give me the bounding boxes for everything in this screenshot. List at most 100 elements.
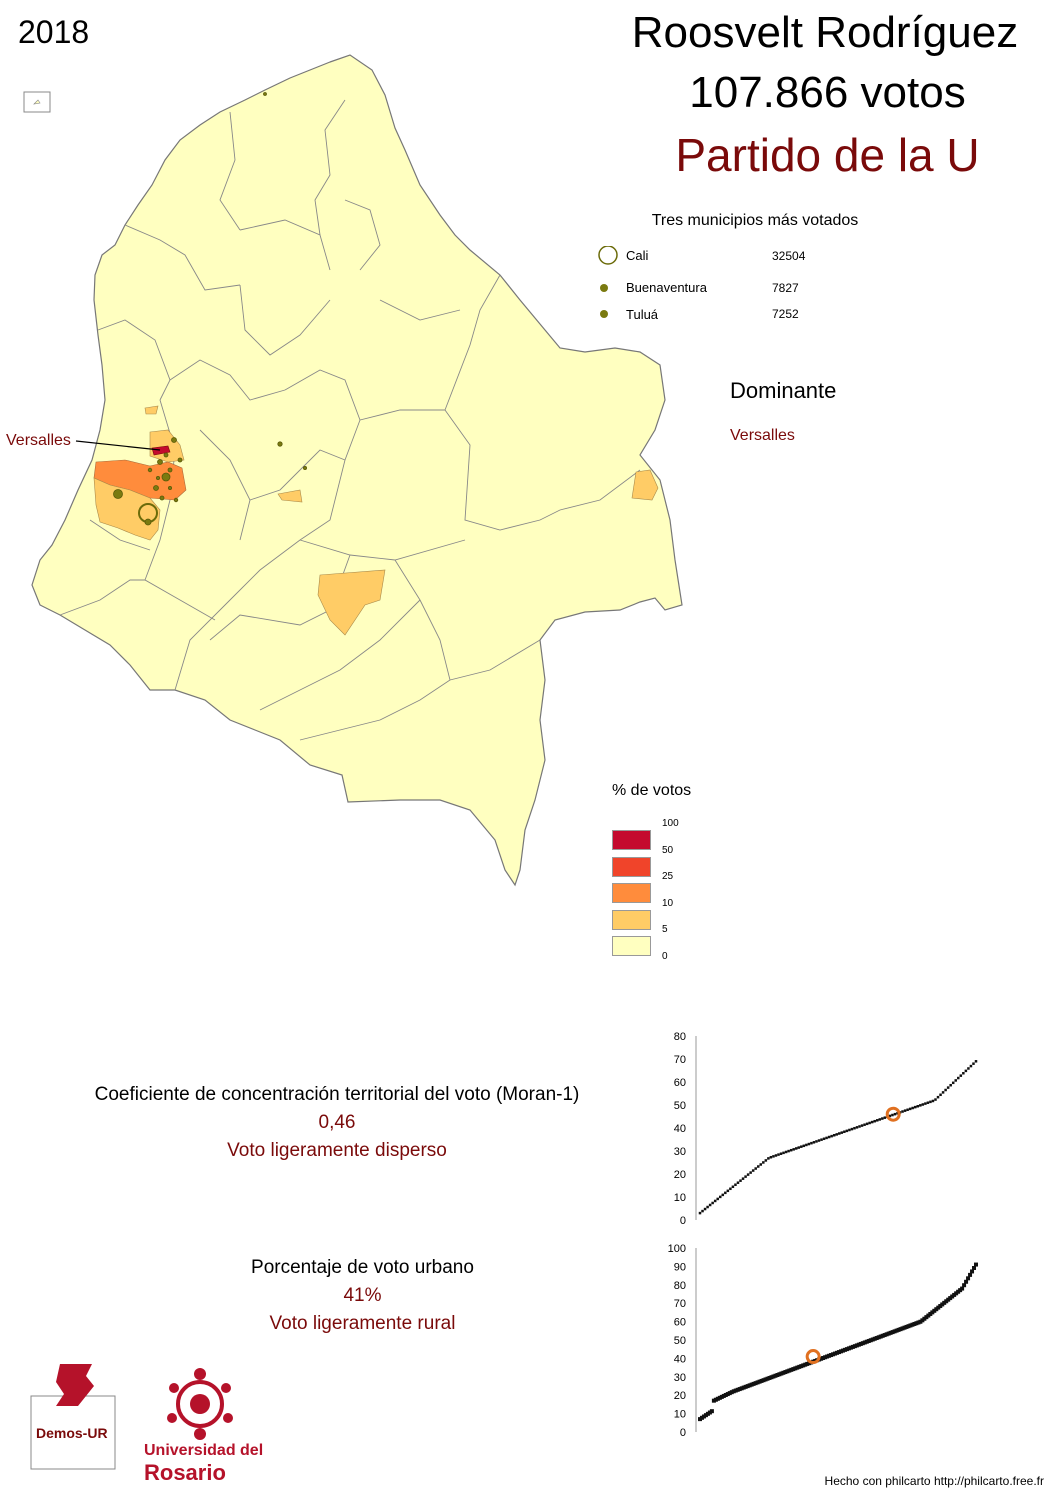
data-point bbox=[939, 1093, 942, 1097]
data-point bbox=[916, 1104, 920, 1108]
data-point bbox=[967, 1067, 970, 1070]
data-point bbox=[883, 1116, 887, 1119]
data-point bbox=[972, 1266, 977, 1271]
data-point bbox=[962, 1283, 967, 1288]
moran-block: Coeficiente de concentración territorial… bbox=[40, 1084, 634, 1162]
data-point bbox=[764, 1159, 768, 1162]
data-point bbox=[845, 1129, 849, 1133]
data-point bbox=[954, 1079, 957, 1082]
data-point bbox=[873, 1119, 876, 1123]
data-point bbox=[838, 1132, 841, 1135]
data-point bbox=[974, 1262, 978, 1267]
data-point bbox=[797, 1146, 801, 1149]
y-tick-label: 90 bbox=[674, 1261, 686, 1273]
data-point bbox=[903, 1109, 907, 1112]
data-point bbox=[919, 1104, 922, 1107]
data-point bbox=[921, 1103, 925, 1106]
data-point bbox=[807, 1142, 811, 1146]
data-point bbox=[739, 1179, 742, 1182]
circle-small bbox=[167, 485, 172, 490]
y-tick-label: 40 bbox=[674, 1123, 686, 1135]
data-point bbox=[888, 1114, 892, 1118]
moran-value: 0,46 bbox=[318, 1112, 356, 1133]
municipality-class-5-10-meta bbox=[317, 569, 386, 636]
colombia-map bbox=[23, 54, 683, 887]
urban-title: Porcentaje de voto urbano bbox=[251, 1257, 474, 1278]
data-point bbox=[901, 1110, 904, 1113]
year-label: 2018 bbox=[18, 14, 90, 50]
data-point bbox=[860, 1124, 864, 1127]
data-point bbox=[840, 1131, 844, 1134]
university-name-line1: Universidad del bbox=[144, 1442, 264, 1459]
top-row-value: 32504 bbox=[772, 249, 806, 263]
urban-description: Voto ligeramente rural bbox=[269, 1313, 456, 1334]
data-point bbox=[832, 1134, 836, 1137]
data-point bbox=[827, 1135, 831, 1139]
y-tick-label: 70 bbox=[674, 1298, 686, 1310]
data-point bbox=[843, 1130, 846, 1133]
circle-small bbox=[163, 452, 169, 458]
callout-line bbox=[75, 440, 161, 451]
data-point bbox=[968, 1272, 973, 1277]
data-point bbox=[794, 1147, 798, 1150]
department-borders bbox=[59, 99, 641, 741]
circle-buenaventura bbox=[113, 489, 123, 499]
y-tick-label: 0 bbox=[680, 1427, 686, 1439]
circle-small bbox=[302, 465, 307, 470]
circle-small bbox=[155, 475, 160, 480]
circle-small bbox=[167, 467, 173, 473]
y-tick-label: 10 bbox=[674, 1192, 686, 1204]
data-point bbox=[931, 1099, 935, 1103]
data-point bbox=[774, 1154, 778, 1157]
data-point bbox=[817, 1139, 821, 1142]
legend-swatch-0-5 bbox=[612, 936, 651, 956]
municipality-class-5-10-antioquia bbox=[144, 405, 159, 415]
y-tick-label: 80 bbox=[674, 1031, 686, 1043]
data-point bbox=[896, 1112, 899, 1115]
country-outline bbox=[31, 54, 683, 887]
y-tick-label: 60 bbox=[674, 1317, 686, 1329]
candidate-votes: 107.866 votos bbox=[689, 68, 966, 117]
circle-small bbox=[153, 485, 159, 491]
data-point bbox=[891, 1113, 894, 1117]
data-point bbox=[802, 1144, 806, 1148]
island-shape bbox=[33, 99, 41, 105]
data-point bbox=[800, 1145, 803, 1148]
y-tick-label: 50 bbox=[674, 1335, 686, 1347]
data-point bbox=[944, 1088, 947, 1092]
data-point bbox=[878, 1118, 882, 1121]
circle-marker-small bbox=[600, 284, 608, 292]
data-point bbox=[815, 1140, 818, 1143]
data-point bbox=[820, 1138, 823, 1141]
top-municipalities-title: Tres municipios más votados bbox=[651, 212, 859, 229]
top-row-value: 7827 bbox=[772, 281, 799, 295]
data-point bbox=[767, 1157, 770, 1160]
data-point bbox=[784, 1150, 788, 1154]
data-point bbox=[782, 1151, 785, 1155]
legend-swatch-10-25 bbox=[612, 883, 651, 903]
data-point bbox=[949, 1083, 952, 1087]
data-point bbox=[830, 1134, 833, 1138]
highlight-marker bbox=[885, 1106, 901, 1122]
circle-small bbox=[263, 92, 267, 96]
data-point bbox=[756, 1165, 760, 1168]
data-point bbox=[911, 1106, 914, 1110]
data-point bbox=[858, 1125, 861, 1128]
moran-title: Coeficiente de concentración territorial… bbox=[94, 1084, 580, 1105]
footer-credit: Hecho con philcarto http://philcarto.fre… bbox=[824, 1474, 1044, 1488]
legend-swatch-25-50 bbox=[612, 857, 651, 877]
data-point bbox=[741, 1177, 745, 1180]
data-point bbox=[724, 1191, 727, 1195]
data-point bbox=[729, 1187, 732, 1191]
data-point bbox=[734, 1183, 737, 1186]
data-point bbox=[706, 1205, 709, 1209]
data-point bbox=[863, 1123, 866, 1126]
data-point bbox=[792, 1148, 795, 1151]
circle-marker-large bbox=[598, 246, 618, 265]
legend-swatch-5-10 bbox=[612, 910, 651, 930]
data-point bbox=[822, 1137, 826, 1141]
data-point bbox=[812, 1141, 816, 1144]
data-point bbox=[769, 1155, 773, 1159]
moran-description: Voto ligeramente disperso bbox=[227, 1140, 447, 1161]
circle-small bbox=[171, 437, 177, 443]
